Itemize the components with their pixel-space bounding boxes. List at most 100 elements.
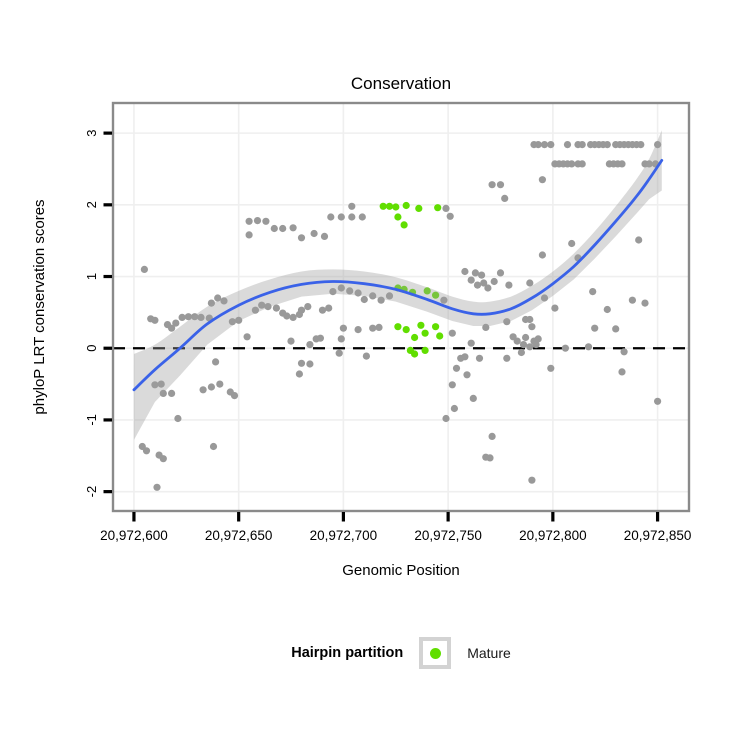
mature-dot-icon <box>429 647 441 659</box>
data-point-mature <box>423 287 431 295</box>
data-point-other <box>620 348 628 356</box>
data-point-other <box>230 392 239 400</box>
data-point-other <box>375 323 383 331</box>
data-point-other <box>191 313 199 321</box>
data-point-other <box>442 414 450 423</box>
data-point-other <box>463 371 471 379</box>
data-point-other <box>450 404 458 413</box>
y-tick-label: -2 <box>84 486 99 498</box>
data-point-other <box>635 236 643 244</box>
data-point-other <box>339 324 347 332</box>
data-point-other <box>142 447 151 455</box>
data-point-other <box>641 299 649 307</box>
data-point-other <box>327 213 335 221</box>
data-point-other <box>184 313 192 321</box>
data-point-other <box>501 194 509 202</box>
data-point-mature <box>417 321 425 329</box>
data-point-other <box>513 337 521 345</box>
data-point-other <box>448 329 456 337</box>
x-tick-label: 20,972,650 <box>205 528 273 543</box>
data-point-other <box>337 213 345 221</box>
data-point-mature <box>385 202 394 210</box>
data-point-other <box>140 265 148 273</box>
data-point-other <box>496 269 505 277</box>
x-tick-label: 20,972,750 <box>414 528 482 543</box>
data-point-other <box>214 294 222 302</box>
data-point-other <box>329 288 337 296</box>
data-point-other <box>528 323 536 331</box>
data-point-other <box>488 432 496 440</box>
data-point-other <box>534 141 542 149</box>
data-point-other <box>264 303 272 311</box>
data-point-other <box>245 231 253 239</box>
data-point-other <box>490 277 498 286</box>
data-point-other <box>337 335 345 343</box>
data-point-other <box>568 160 576 168</box>
data-point-other <box>297 306 306 314</box>
data-point-other <box>385 292 394 300</box>
data-point-other <box>484 284 492 292</box>
data-point-other <box>362 352 370 360</box>
data-point-other <box>207 383 215 391</box>
plot-title: Conservation <box>350 74 452 93</box>
data-point-other <box>199 386 207 394</box>
legend-key-mature <box>419 637 452 669</box>
data-point-other <box>346 287 354 295</box>
data-point-other <box>526 315 534 324</box>
data-point-other <box>589 288 597 296</box>
data-point-other <box>654 141 662 149</box>
data-point-other <box>216 380 224 388</box>
data-point-other <box>538 176 547 184</box>
data-point-other <box>505 281 513 289</box>
data-point-mature <box>411 333 419 342</box>
data-point-other <box>310 229 318 238</box>
data-point-other <box>551 304 559 312</box>
data-point-other <box>306 360 314 368</box>
data-point-other <box>591 324 599 332</box>
data-point-other <box>446 212 454 220</box>
data-point-other <box>467 276 475 284</box>
data-point-other <box>172 319 180 327</box>
x-tick-label: 20,972,850 <box>624 528 692 543</box>
data-point-other <box>335 349 343 357</box>
data-point-other <box>645 160 653 168</box>
data-point-other <box>482 323 490 331</box>
data-point-other <box>159 389 167 397</box>
legend-label-mature: Mature <box>467 645 511 661</box>
data-point-mature <box>432 291 440 299</box>
data-point-other <box>279 224 287 233</box>
data-point-other <box>442 204 450 212</box>
data-point-mature <box>379 202 387 210</box>
data-point-other <box>540 294 549 302</box>
data-point-other <box>304 303 312 311</box>
data-point-other <box>168 324 176 332</box>
data-point-mature <box>421 346 429 354</box>
data-point-other <box>318 306 327 314</box>
data-point-other <box>287 337 295 345</box>
data-point-other <box>578 141 586 149</box>
data-point-other <box>297 234 306 242</box>
data-point-other <box>369 292 377 300</box>
y-axis-title: phyloP LRT conservation scores <box>31 199 48 415</box>
data-point-mature <box>394 213 402 221</box>
data-point-other <box>289 313 297 321</box>
data-point-other <box>519 341 528 349</box>
data-point-other <box>612 325 620 333</box>
data-point-other <box>517 348 526 357</box>
data-point-other <box>289 224 297 232</box>
data-point-other <box>547 364 555 372</box>
data-point-other <box>486 454 494 462</box>
data-point-other <box>157 380 165 388</box>
data-point-other <box>628 296 637 304</box>
data-point-other <box>654 397 662 405</box>
data-point-other <box>440 296 448 304</box>
data-point-other <box>603 305 611 314</box>
data-point-other <box>452 364 461 372</box>
data-point-other <box>448 381 456 389</box>
data-point-other <box>488 181 496 189</box>
data-point-other <box>528 476 536 484</box>
data-point-other <box>471 269 479 277</box>
data-point-other <box>584 343 593 351</box>
data-point-other <box>174 414 182 423</box>
